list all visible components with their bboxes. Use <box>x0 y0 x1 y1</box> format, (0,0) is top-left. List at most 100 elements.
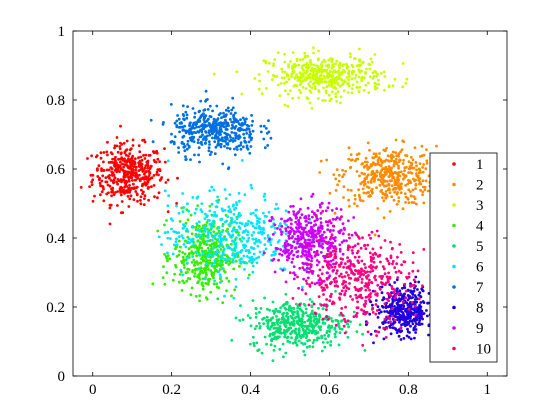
data-point <box>415 172 418 176</box>
data-point <box>189 127 193 131</box>
data-point <box>219 121 223 125</box>
data-point <box>323 99 327 102</box>
data-point <box>357 68 361 72</box>
data-point <box>198 272 202 276</box>
data-point <box>390 195 394 199</box>
data-point <box>299 207 302 211</box>
data-point <box>198 160 201 164</box>
data-point <box>202 225 206 229</box>
data-point <box>200 246 204 250</box>
data-point <box>201 277 205 281</box>
data-point <box>198 109 202 113</box>
data-point <box>216 143 220 147</box>
data-point <box>151 282 155 286</box>
data-point <box>306 339 309 343</box>
data-point <box>366 330 370 334</box>
data-point <box>138 178 142 181</box>
data-point <box>204 234 208 238</box>
data-point <box>292 271 295 275</box>
data-point <box>275 329 278 333</box>
data-point <box>257 255 261 259</box>
data-point <box>338 66 341 70</box>
data-point <box>223 188 227 191</box>
data-point <box>334 218 338 221</box>
data-point <box>389 155 393 158</box>
data-point <box>278 347 282 351</box>
data-point <box>266 144 270 147</box>
data-point <box>118 145 122 148</box>
data-point <box>356 242 360 246</box>
data-point <box>160 243 164 247</box>
data-point <box>147 185 151 189</box>
data-point <box>193 211 197 215</box>
data-point <box>289 89 292 92</box>
data-point <box>376 255 380 258</box>
data-point <box>191 255 195 258</box>
data-point <box>291 311 294 315</box>
data-point <box>183 252 187 256</box>
data-point <box>227 205 231 209</box>
data-point <box>410 201 414 204</box>
data-point <box>306 319 310 322</box>
data-point <box>227 246 231 250</box>
data-point <box>223 114 227 118</box>
data-point <box>378 183 382 187</box>
data-point <box>251 246 254 250</box>
data-point <box>405 275 408 279</box>
data-point <box>371 265 375 269</box>
data-point <box>186 139 190 143</box>
data-point <box>304 87 308 90</box>
data-point <box>227 279 231 283</box>
data-point <box>411 308 415 311</box>
data-point <box>401 162 405 165</box>
data-point <box>166 178 170 182</box>
data-point <box>405 165 408 169</box>
data-point <box>209 125 212 129</box>
data-point <box>412 177 415 181</box>
data-point <box>196 274 200 278</box>
data-point <box>368 251 372 255</box>
data-point <box>384 166 388 170</box>
data-point <box>362 76 366 80</box>
data-point <box>238 319 242 322</box>
data-point <box>321 60 324 64</box>
data-point <box>311 341 315 345</box>
data-point <box>314 213 318 217</box>
data-point <box>266 322 270 325</box>
data-point <box>290 336 293 340</box>
data-point <box>335 216 339 220</box>
data-point <box>205 239 209 243</box>
data-point <box>280 217 283 221</box>
data-point <box>211 214 215 217</box>
data-point <box>194 226 198 229</box>
data-point <box>90 154 93 158</box>
data-point <box>200 124 204 127</box>
data-point <box>276 247 279 251</box>
data-point <box>299 225 303 229</box>
data-point <box>287 308 291 311</box>
data-point <box>333 252 337 256</box>
data-point <box>190 260 194 264</box>
data-point <box>222 139 226 143</box>
data-point <box>143 157 147 160</box>
data-point <box>212 72 216 76</box>
data-point <box>222 111 225 115</box>
data-point <box>410 301 414 304</box>
data-point <box>295 343 299 347</box>
data-point <box>363 180 366 184</box>
data-point <box>380 304 384 308</box>
data-point <box>396 180 400 184</box>
data-point <box>369 255 373 259</box>
data-point <box>206 218 210 222</box>
data-point <box>187 237 191 241</box>
data-point <box>408 305 412 308</box>
data-point <box>366 295 369 299</box>
data-point <box>347 157 351 161</box>
data-point <box>342 89 346 93</box>
data-point <box>322 230 326 234</box>
data-point <box>282 250 285 253</box>
data-point <box>270 338 273 342</box>
data-point <box>290 260 294 264</box>
data-point <box>107 191 110 195</box>
data-point <box>333 211 337 215</box>
